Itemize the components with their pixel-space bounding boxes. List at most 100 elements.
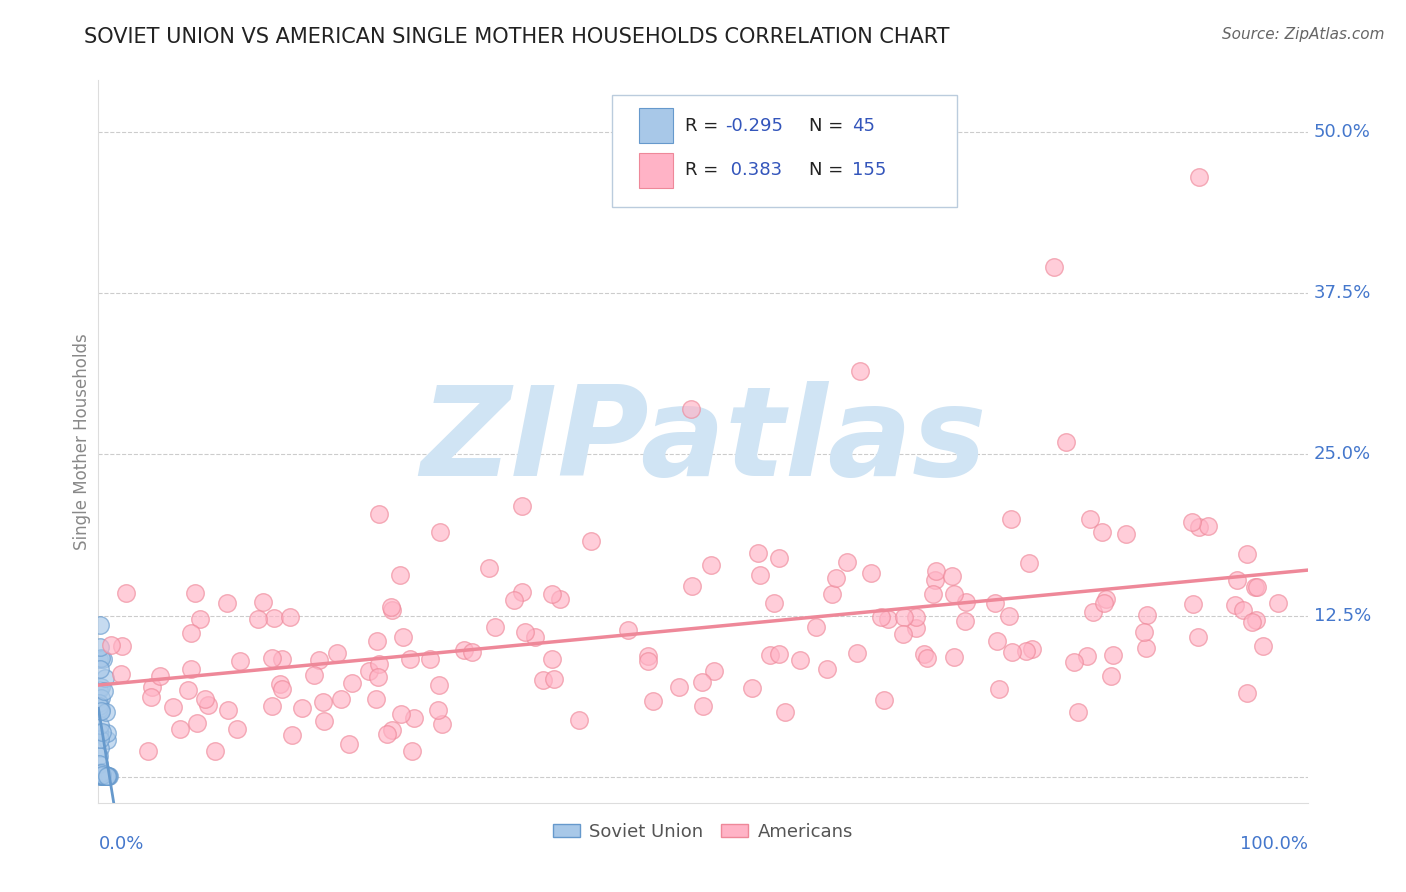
Point (308, 652, 330, 666)
Point (1135, 640, 1157, 655)
FancyBboxPatch shape (613, 95, 957, 207)
Point (1094, 591, 1116, 606)
Point (430, 717, 453, 731)
Point (89, 741, 111, 756)
Point (419, 651, 441, 665)
Point (1099, 669, 1122, 683)
Point (1188, 169, 1211, 184)
Point (1197, 518, 1219, 533)
Point (87, 696, 110, 710)
Point (110, 666, 132, 681)
Point (1232, 603, 1254, 617)
Text: 45: 45 (852, 117, 875, 135)
Point (1018, 556, 1040, 570)
Point (955, 595, 977, 609)
Text: 12.5%: 12.5% (1313, 607, 1371, 624)
Point (186, 715, 208, 730)
Point (1078, 512, 1101, 526)
Point (91, 768, 114, 782)
Point (643, 694, 665, 708)
Point (703, 664, 725, 678)
Point (96, 705, 118, 719)
Point (849, 363, 872, 377)
Point (1092, 596, 1115, 610)
Point (87, 748, 110, 763)
Point (90, 705, 112, 719)
Point (89, 766, 111, 780)
Point (870, 610, 893, 624)
Point (90, 764, 112, 779)
Point (541, 652, 564, 666)
Point (188, 612, 211, 626)
Point (789, 653, 811, 667)
FancyBboxPatch shape (638, 108, 673, 143)
Point (89, 725, 111, 739)
Point (512, 584, 534, 599)
Point (1244, 613, 1267, 627)
Text: N =: N = (810, 161, 849, 179)
Point (281, 728, 304, 742)
Point (768, 648, 790, 662)
Point (366, 692, 388, 706)
Point (759, 648, 782, 662)
Text: 100.0%: 100.0% (1240, 835, 1308, 854)
Point (1133, 625, 1156, 640)
Text: -0.295: -0.295 (724, 117, 783, 135)
Point (229, 654, 252, 668)
Point (741, 681, 763, 695)
Point (115, 586, 138, 600)
Point (763, 596, 786, 610)
Point (513, 624, 536, 639)
Point (1188, 520, 1211, 534)
Point (90, 701, 112, 715)
Point (96, 733, 118, 747)
Point (1181, 597, 1204, 611)
Point (366, 634, 388, 648)
Text: 37.5%: 37.5% (1313, 285, 1371, 302)
Point (252, 595, 274, 609)
Point (162, 700, 184, 714)
Point (391, 707, 413, 722)
Point (531, 673, 554, 687)
Point (1236, 548, 1258, 562)
Point (399, 652, 422, 666)
Point (377, 726, 399, 740)
Point (89, 698, 111, 713)
Point (815, 662, 838, 676)
Point (87, 683, 110, 698)
Point (922, 587, 945, 601)
Point (1180, 515, 1202, 529)
Point (176, 683, 198, 698)
Point (180, 626, 202, 640)
Point (681, 579, 703, 593)
Point (1115, 526, 1137, 541)
Point (90, 650, 112, 665)
Point (404, 711, 426, 725)
Point (637, 654, 659, 668)
Point (90, 765, 112, 780)
Point (271, 651, 294, 665)
Point (1063, 655, 1085, 669)
Text: SOVIET UNION VS AMERICAN SINGLE MOTHER HOUSEHOLDS CORRELATION CHART: SOVIET UNION VS AMERICAN SINGLE MOTHER H… (84, 27, 950, 46)
Point (427, 678, 450, 692)
Point (91, 768, 114, 782)
Text: R =: R = (685, 117, 724, 135)
Point (94, 769, 117, 783)
Point (380, 600, 402, 615)
Point (262, 651, 284, 665)
Point (773, 705, 796, 719)
Point (1054, 434, 1077, 449)
Point (368, 657, 391, 671)
Point (87, 652, 110, 666)
Point (510, 499, 533, 513)
Point (97, 769, 120, 783)
Point (925, 564, 948, 578)
Text: 0.0%: 0.0% (98, 835, 143, 854)
Point (543, 672, 565, 686)
Point (1240, 615, 1263, 629)
Point (859, 566, 882, 580)
Point (924, 573, 946, 587)
Point (90, 680, 112, 694)
Point (302, 667, 325, 681)
Point (97, 769, 120, 783)
